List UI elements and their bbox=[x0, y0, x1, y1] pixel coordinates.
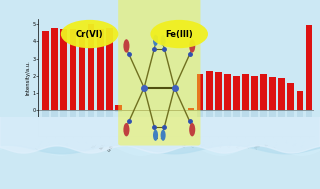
Bar bbox=[106, 28, 113, 110]
Bar bbox=[206, 110, 212, 124]
Bar bbox=[224, 110, 231, 123]
Bar bbox=[51, 110, 58, 139]
Bar bbox=[115, 105, 122, 110]
Bar bbox=[197, 110, 204, 123]
Bar bbox=[197, 74, 204, 110]
Bar bbox=[188, 108, 194, 110]
Bar bbox=[42, 31, 49, 110]
Circle shape bbox=[189, 123, 195, 136]
Bar bbox=[242, 110, 249, 123]
Bar bbox=[97, 110, 104, 139]
Text: Fe(III): Fe(III) bbox=[165, 29, 193, 39]
Bar bbox=[260, 74, 267, 110]
Bar bbox=[215, 110, 222, 123]
Bar bbox=[251, 110, 258, 122]
Bar bbox=[97, 29, 104, 110]
Bar bbox=[88, 110, 94, 140]
Bar bbox=[51, 28, 58, 110]
Bar bbox=[278, 110, 285, 121]
Bar bbox=[278, 78, 285, 110]
Bar bbox=[306, 110, 312, 140]
Bar bbox=[269, 77, 276, 110]
Bar bbox=[188, 110, 194, 111]
Bar bbox=[287, 83, 294, 110]
Bar bbox=[242, 74, 249, 110]
Bar bbox=[297, 110, 303, 117]
Bar bbox=[224, 74, 231, 110]
Bar bbox=[269, 110, 276, 122]
Bar bbox=[79, 30, 85, 110]
Bar bbox=[88, 24, 94, 110]
Bar bbox=[115, 110, 122, 112]
Bar bbox=[233, 110, 240, 122]
Bar bbox=[60, 110, 67, 139]
Circle shape bbox=[153, 35, 158, 46]
Bar bbox=[69, 29, 76, 110]
Circle shape bbox=[161, 35, 166, 46]
Bar bbox=[260, 110, 267, 123]
Bar bbox=[206, 71, 212, 110]
Circle shape bbox=[124, 39, 130, 53]
Bar bbox=[287, 110, 294, 120]
Bar bbox=[251, 76, 258, 110]
Bar bbox=[233, 76, 240, 110]
Bar bbox=[106, 110, 113, 139]
Bar bbox=[215, 72, 222, 110]
Bar bbox=[42, 110, 49, 138]
Circle shape bbox=[189, 39, 195, 53]
Circle shape bbox=[124, 123, 130, 136]
Y-axis label: Intensity/a.u.: Intensity/a.u. bbox=[25, 60, 30, 95]
Bar bbox=[60, 29, 67, 110]
Circle shape bbox=[153, 130, 158, 141]
Bar bbox=[306, 25, 312, 110]
Text: Cr(VI): Cr(VI) bbox=[76, 29, 103, 39]
Circle shape bbox=[161, 130, 166, 141]
Bar bbox=[69, 110, 76, 139]
Bar bbox=[79, 110, 85, 138]
Bar bbox=[297, 91, 303, 110]
